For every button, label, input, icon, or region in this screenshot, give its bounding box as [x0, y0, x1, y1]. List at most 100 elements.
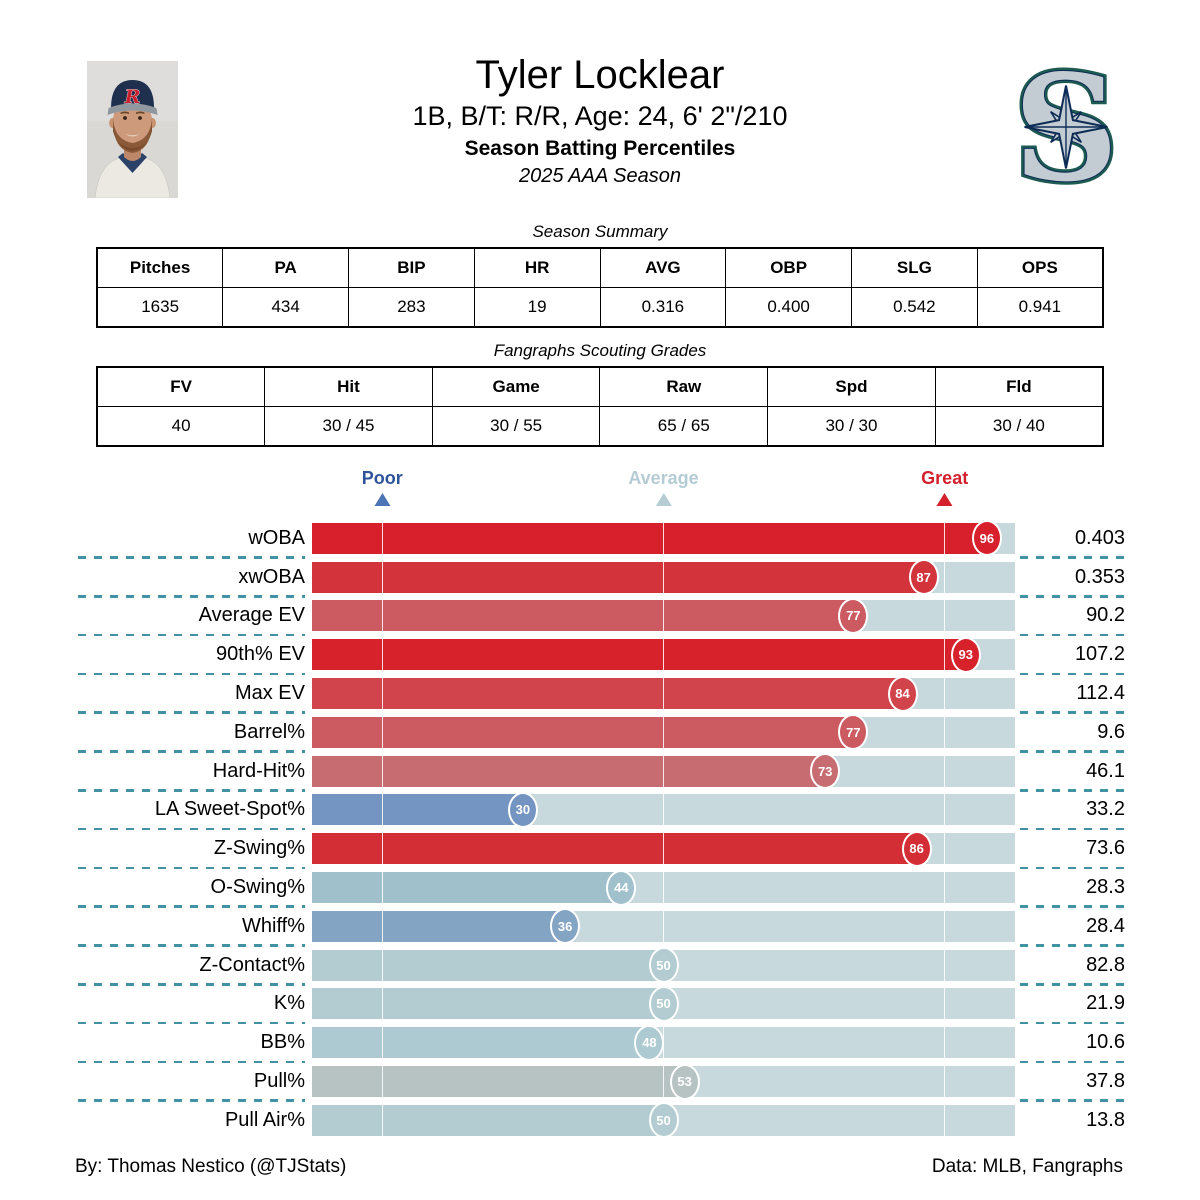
- stat-row: K% 50 21.9: [78, 985, 1125, 1025]
- gridline: [381, 988, 384, 1020]
- percentile-bar-track: 84: [312, 675, 1015, 712]
- gridline: [381, 794, 384, 826]
- stat-row: BB% 48 10.6: [78, 1023, 1125, 1063]
- percentile-badge: 36: [550, 908, 581, 945]
- scouting-grades-cell: 40: [96, 406, 266, 447]
- percentile-bar-track: 96: [312, 520, 1015, 557]
- gridline: [381, 872, 384, 904]
- percentile-bar-track: 50: [312, 947, 1015, 984]
- percentile-bar-fill: [312, 678, 903, 710]
- percentile-bar-fill: [312, 561, 924, 593]
- season-summary-col-header: Pitches: [96, 247, 224, 288]
- axis-header: Poor Average Great: [312, 469, 1015, 519]
- stat-value: 73.6: [1020, 829, 1125, 869]
- percentile-badge: 93: [950, 636, 981, 673]
- percentile-badge: 96: [971, 520, 1002, 557]
- season-summary-col-header: PA: [222, 247, 349, 288]
- season-summary-cell: 1635: [96, 287, 224, 328]
- gridline: [662, 678, 665, 710]
- percentile-badge: 77: [838, 597, 869, 634]
- stat-row: Whiff% 36 28.4: [78, 907, 1125, 947]
- chart-rows: wOBA 96 0.403 xwOBA 87 0.353 Average EV 77 90.2 9…: [78, 519, 1125, 1140]
- stat-value: 90.2: [1020, 597, 1125, 637]
- gridline: [662, 561, 665, 593]
- gridline: [662, 1066, 665, 1098]
- gridline: [381, 639, 384, 671]
- axis-marker-great: Great: [921, 469, 968, 506]
- stat-label: Hard-Hit%: [78, 752, 305, 792]
- percentile-bar-fill: [312, 1027, 650, 1059]
- stat-value: 21.9: [1020, 985, 1125, 1025]
- triangle-marker-icon: [374, 493, 391, 506]
- season-summary-col-header: AVG: [599, 247, 727, 288]
- gridline: [943, 910, 946, 942]
- stat-row: 90th% EV 93 107.2: [78, 635, 1125, 675]
- gridline: [381, 678, 384, 710]
- percentile-badge: 73: [810, 753, 841, 790]
- percentile-badge: 50: [648, 1102, 679, 1139]
- scouting-grades-header-row: FV Hit Game Raw Spd Fld: [96, 366, 1104, 407]
- percentile-bar-fill: [312, 910, 566, 942]
- stat-label: 90th% EV: [78, 635, 305, 675]
- stat-row: Barrel% 77 9.6: [78, 713, 1125, 753]
- percentile-bar-fill: [312, 639, 966, 671]
- scouting-grades-cell: 30 / 45: [264, 406, 433, 447]
- stat-row: Max EV 84 112.4: [78, 674, 1125, 714]
- percentile-badge: 87: [908, 559, 939, 596]
- stat-value: 9.6: [1020, 713, 1125, 753]
- gridline: [381, 755, 384, 787]
- gridline: [381, 561, 384, 593]
- stat-label: Average EV: [78, 597, 305, 637]
- gridline: [943, 949, 946, 981]
- season-summary-cell: 0.941: [976, 287, 1104, 328]
- stat-row: wOBA 96 0.403: [78, 519, 1125, 559]
- axis-marker-label: Poor: [361, 468, 403, 488]
- percentile-bar-fill: [312, 522, 987, 554]
- season-summary-value-row: 1635 434 283 19 0.316 0.400 0.542 0.941: [96, 287, 1104, 328]
- gridline: [943, 872, 946, 904]
- season-summary-table: Pitches PA BIP HR AVG OBP SLG OPS 1635 434 283 19 0…: [96, 247, 1104, 328]
- gridline: [943, 988, 946, 1020]
- player-photo: R: [87, 61, 178, 198]
- axis-marker-label: Great: [921, 468, 969, 488]
- gridline: [943, 794, 946, 826]
- credit-author: By: Thomas Nestico (@TJStats): [75, 1156, 347, 1177]
- scouting-grades-col-header: Game: [431, 366, 601, 407]
- season-summary-col-header: OPS: [976, 247, 1104, 288]
- stat-row: Z-Swing% 86 73.6: [78, 829, 1125, 869]
- scouting-grades-table: FV Hit Game Raw Spd Fld 40 30 / 45 30 / 55 65 / …: [96, 366, 1104, 447]
- gridline: [943, 1066, 946, 1098]
- season-summary-title: Season Summary: [532, 222, 668, 241]
- percentile-bar-fill: [312, 1066, 685, 1098]
- gridline: [943, 1104, 946, 1136]
- scouting-grades-value-row: 40 30 / 45 30 / 55 65 / 65 30 / 30 30 / 40: [96, 406, 1104, 447]
- percentile-badge: 86: [901, 830, 932, 867]
- percentile-badge: 50: [648, 985, 679, 1022]
- season-summary-cell: 0.400: [725, 287, 852, 328]
- svg-text:R: R: [124, 86, 141, 108]
- stat-row: LA Sweet-Spot% 30 33.2: [78, 791, 1125, 831]
- stat-label: O-Swing%: [78, 868, 305, 908]
- page-title: Tyler Locklear: [475, 53, 725, 97]
- stat-row: Average EV 77 90.2: [78, 597, 1125, 637]
- stat-value: 0.353: [1020, 558, 1125, 598]
- season-summary-cell: 0.542: [851, 287, 978, 328]
- percentile-bar-fill: [312, 600, 854, 632]
- scouting-grades-col-header: Spd: [767, 366, 936, 407]
- gridline: [381, 910, 384, 942]
- gridline: [943, 678, 946, 710]
- stat-label: Barrel%: [78, 713, 305, 753]
- scouting-grades-col-header: FV: [96, 366, 266, 407]
- stat-label: Pull%: [78, 1062, 305, 1102]
- stat-label: wOBA: [78, 519, 305, 559]
- scouting-grades-col-header: Fld: [934, 366, 1104, 407]
- gridline: [381, 600, 384, 632]
- stat-row: Pull Air% 50 13.8: [78, 1101, 1125, 1140]
- axis-marker-poor: Poor: [362, 469, 403, 506]
- stat-value: 28.4: [1020, 907, 1125, 947]
- gridline: [943, 639, 946, 671]
- percentile-bar-track: 87: [312, 559, 1015, 596]
- season-summary-col-header: HR: [473, 247, 601, 288]
- percentile-bar-track: 86: [312, 830, 1015, 867]
